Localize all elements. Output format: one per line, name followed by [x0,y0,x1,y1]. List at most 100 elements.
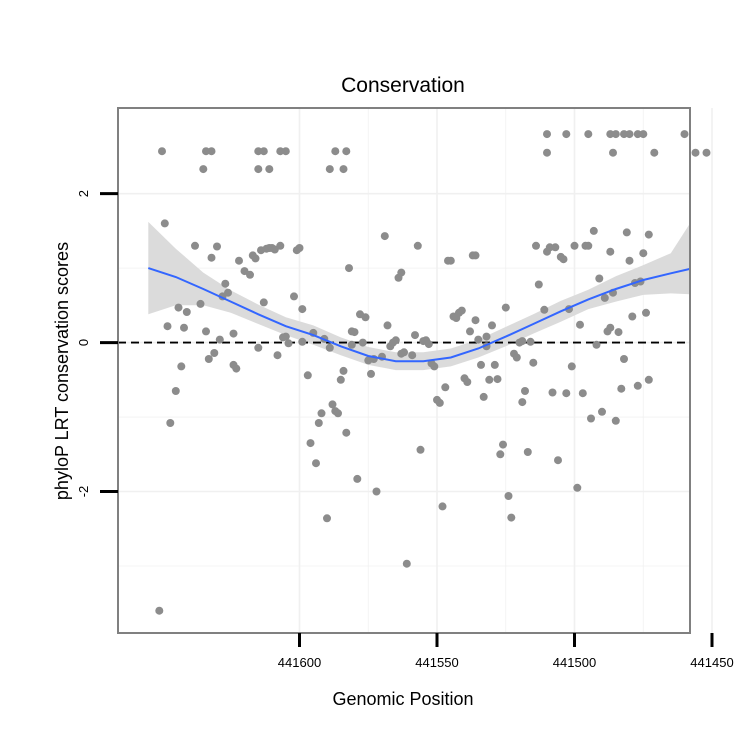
data-point [435,398,444,407]
data-point [471,251,480,260]
data-point [570,241,579,250]
panel-border [117,107,691,634]
data-point [202,327,210,336]
data-point [504,492,513,500]
data-point [441,383,450,392]
data-point [532,241,540,250]
data-point [254,165,263,174]
data-point [358,338,367,347]
data-point [680,130,689,139]
data-points [155,130,711,615]
chart-title: Conservation [341,74,465,97]
data-point [617,384,626,393]
data-point [339,366,348,375]
data-point [246,270,254,279]
data-point [606,247,615,256]
data-point [540,305,549,314]
data-point [336,375,345,384]
data-point [606,323,615,332]
data-point [507,513,516,522]
data-point [281,147,290,156]
data-point [284,339,293,348]
data-point [526,337,535,346]
data-point [639,249,648,258]
data-point [567,362,576,371]
data-point [644,375,653,384]
data-point [334,409,342,418]
data-point [466,327,474,336]
data-point [589,226,598,235]
data-point [254,147,263,156]
data-point [347,340,356,349]
x-tick-label: 441550 [415,655,458,670]
data-point [259,147,268,156]
data-point [325,343,334,352]
data-point [353,474,362,483]
data-point [331,147,340,156]
data-point [207,147,216,156]
data-point [543,130,551,139]
data-point [213,242,221,251]
data-point [372,487,381,496]
data-point [482,332,491,341]
data-point [518,337,527,346]
data-point [224,288,232,297]
data-point [548,388,557,397]
data-point [171,387,180,395]
data-point [490,360,499,369]
data-point [229,329,238,338]
data-point [383,321,392,330]
data-point [361,313,370,322]
data-point [534,280,543,289]
data-point [276,241,285,250]
data-point [625,256,634,265]
data-point [606,130,615,139]
data-point [625,130,634,139]
data-point [163,322,172,331]
data-point [298,337,307,346]
data-point [438,502,447,511]
data-point [584,241,593,250]
y-tick-label: 2 [76,190,91,197]
y-axis-title: phyloP LRT conservation scores [52,242,72,500]
data-point [342,147,351,156]
data-point [397,349,406,358]
data-point [345,264,353,273]
data-point [166,419,175,427]
axes: 441600 441550 441500 441450 -2 0 2 [76,190,734,670]
data-point [584,130,593,139]
data-point [551,243,560,252]
data-point [521,387,529,395]
data-point [265,165,274,174]
data-point [229,360,238,369]
data-point [609,148,617,157]
data-point [471,316,480,325]
data-point [496,450,505,459]
data-point [204,355,213,363]
data-point [202,147,210,156]
data-point [221,279,230,288]
data-point [303,371,312,380]
data-point [196,299,205,308]
data-point [573,483,582,492]
data-point [545,243,554,252]
data-point [644,230,653,239]
data-point [493,375,502,384]
data-point [281,332,290,341]
data-point [273,351,282,360]
data-point [523,448,532,456]
data-point [518,398,527,407]
data-point [339,165,348,174]
confidence-ribbon [148,221,691,371]
loess-fit-line [147,267,691,363]
data-point [446,256,455,265]
data-point [600,293,609,302]
data-point [642,308,650,317]
data-point [317,409,326,418]
data-point [587,414,595,423]
data-point [325,165,334,174]
data-point [543,148,551,157]
data-point [457,306,466,315]
data-point [199,165,208,174]
